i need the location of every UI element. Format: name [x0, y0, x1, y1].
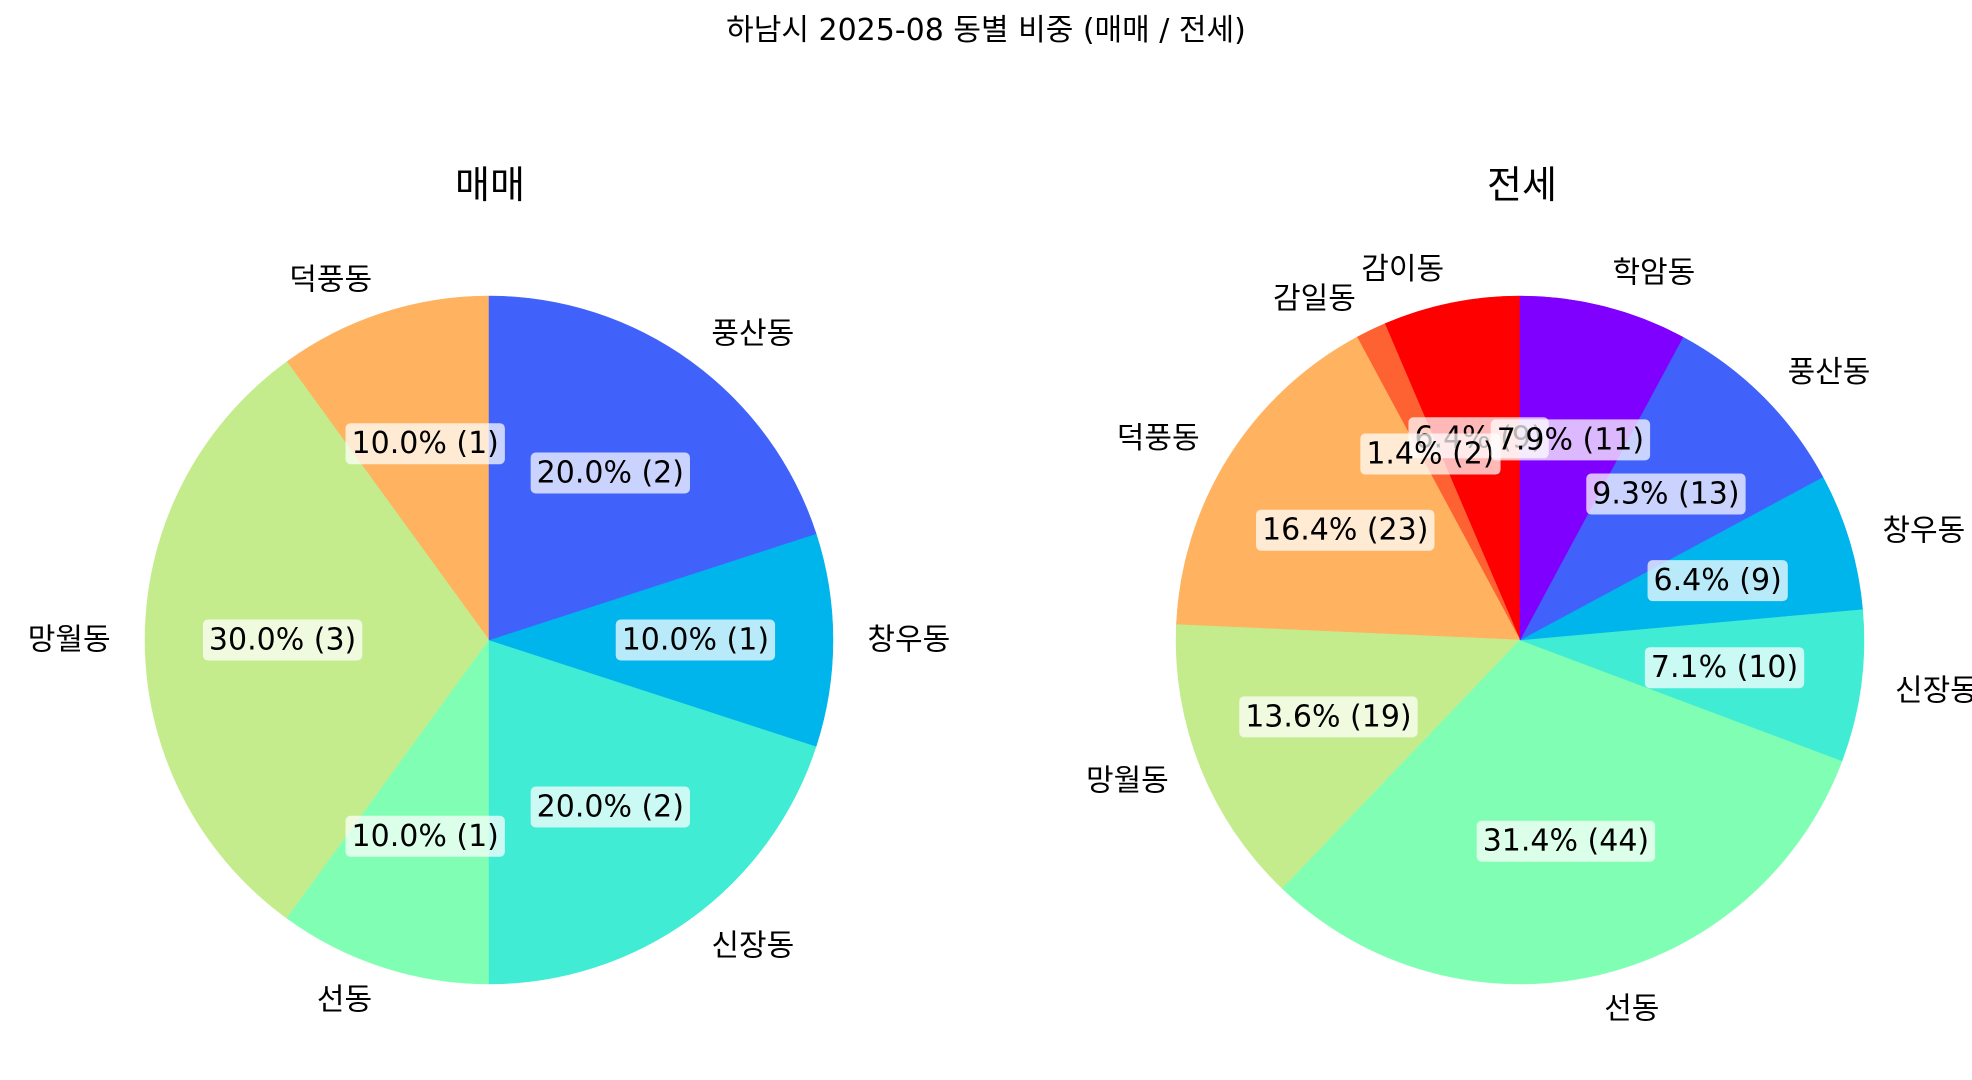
- slice-label-sale-3: 신장동: [711, 929, 794, 964]
- pct-label-text-jeonse-8: 7.9% (11): [1497, 422, 1644, 457]
- pie-chart-sale: 덕풍동 10.0% (1) 망월동 30.0% (3) 선동 10.0% (1) 신장동 20…: [28, 263, 950, 1018]
- pct-label-sale-1: 30.0% (3): [202, 619, 363, 661]
- pct-label-box-jeonse-1: [1360, 433, 1501, 475]
- pct-label-text-jeonse-2: 16.4% (23): [1262, 513, 1428, 548]
- pie-slice-jeonse-2: [1176, 336, 1521, 641]
- slice-label-sale-5: 풍산동: [711, 316, 794, 351]
- pct-label-box-jeonse-4: [1476, 820, 1656, 862]
- pct-label-text-sale-3: 20.0% (2): [537, 789, 684, 824]
- pct-label-jeonse-7: 9.3% (13): [1586, 473, 1746, 515]
- pct-label-text-sale-4: 10.0% (1): [622, 623, 769, 658]
- slice-label-jeonse-5: 신장동: [1895, 673, 1972, 708]
- pct-label-sale-2: 10.0% (1): [345, 815, 505, 857]
- pct-label-text-jeonse-6: 6.4% (9): [1654, 563, 1782, 598]
- pct-label-jeonse-1: 1.4% (2): [1360, 433, 1501, 475]
- pct-label-jeonse-8: 7.9% (11): [1490, 419, 1651, 461]
- slice-label-sale-1: 망월동: [28, 623, 111, 658]
- pct-label-sale-3: 20.0% (2): [530, 786, 690, 828]
- pct-label-text-sale-2: 10.0% (1): [352, 819, 499, 854]
- pct-label-box-sale-5: [530, 452, 690, 494]
- pct-label-text-jeonse-7: 9.3% (13): [1592, 477, 1739, 512]
- pct-label-sale-5: 20.0% (2): [530, 452, 690, 494]
- slice-label-jeonse-1: 감일동: [1273, 282, 1356, 317]
- pct-label-box-sale-1: [202, 619, 363, 661]
- slice-label-sale-0: 덕풍동: [289, 263, 372, 298]
- pct-label-jeonse-5: 7.1% (10): [1644, 647, 1805, 689]
- pct-label-jeonse-4: 31.4% (44): [1476, 820, 1656, 862]
- pct-label-text-sale-0: 10.0% (1): [352, 426, 499, 461]
- pct-label-jeonse-2: 16.4% (23): [1256, 509, 1435, 551]
- pct-label-box-jeonse-6: [1647, 560, 1788, 602]
- figure-title: 하남시 2025-08 동별 비중 (매매 / 전세): [726, 13, 1246, 48]
- pct-label-box-jeonse-3: [1239, 696, 1418, 738]
- pct-label-jeonse-6: 6.4% (9): [1647, 560, 1788, 602]
- pct-label-jeonse-3: 13.6% (19): [1239, 696, 1418, 738]
- pie-title-jeonse: 전세: [1487, 163, 1557, 207]
- pct-label-box-jeonse-2: [1256, 509, 1435, 551]
- pct-label-box-sale-4: [615, 619, 776, 661]
- pct-label-text-jeonse-1: 1.4% (2): [1366, 437, 1494, 472]
- pct-label-box-jeonse-7: [1586, 473, 1746, 515]
- pie-slice-sale-0: [286, 295, 490, 641]
- pct-label-text-sale-1: 30.0% (3): [209, 623, 356, 658]
- slice-label-jeonse-6: 창우동: [1882, 514, 1965, 549]
- pct-label-box-sale-2: [345, 815, 505, 857]
- pie-slice-jeonse-4: [1281, 639, 1843, 985]
- slice-label-sale-2: 선동: [317, 982, 372, 1017]
- slice-label-jeonse-2: 덕풍동: [1117, 421, 1200, 456]
- pie-title-sale: 매매: [455, 163, 525, 207]
- slice-label-jeonse-8: 학암동: [1612, 256, 1695, 291]
- pie-slice-jeonse-8: [1519, 295, 1684, 641]
- slice-label-jeonse-3: 망월동: [1086, 763, 1169, 798]
- pct-label-text-jeonse-4: 31.4% (44): [1483, 824, 1649, 859]
- pct-label-box-jeonse-5: [1644, 647, 1805, 689]
- slice-label-jeonse-0: 감이동: [1361, 252, 1444, 287]
- pct-label-box-sale-3: [530, 786, 690, 828]
- pie-slice-sale-2: [286, 639, 490, 985]
- pct-label-box-sale-0: [345, 423, 505, 465]
- pct-label-sale-4: 10.0% (1): [615, 619, 776, 661]
- pie-chart-jeonse: 감이동 6.4% (9) 감일동 1.4% (2) 덕풍동 16.4% (23) 망월동 13…: [1086, 252, 1972, 1027]
- slice-label-jeonse-7: 풍산동: [1788, 355, 1871, 390]
- pct-label-text-sale-5: 20.0% (2): [537, 456, 684, 491]
- pct-label-text-jeonse-5: 7.1% (10): [1651, 650, 1798, 685]
- pct-label-text-jeonse-3: 13.6% (19): [1245, 699, 1411, 734]
- pct-label-sale-0: 10.0% (1): [345, 423, 505, 465]
- pie-slice-jeonse-3: [1175, 624, 1521, 889]
- pct-label-box-jeonse-8: [1490, 419, 1651, 461]
- slice-label-jeonse-4: 선동: [1604, 991, 1659, 1026]
- slice-label-sale-4: 창우동: [867, 623, 950, 658]
